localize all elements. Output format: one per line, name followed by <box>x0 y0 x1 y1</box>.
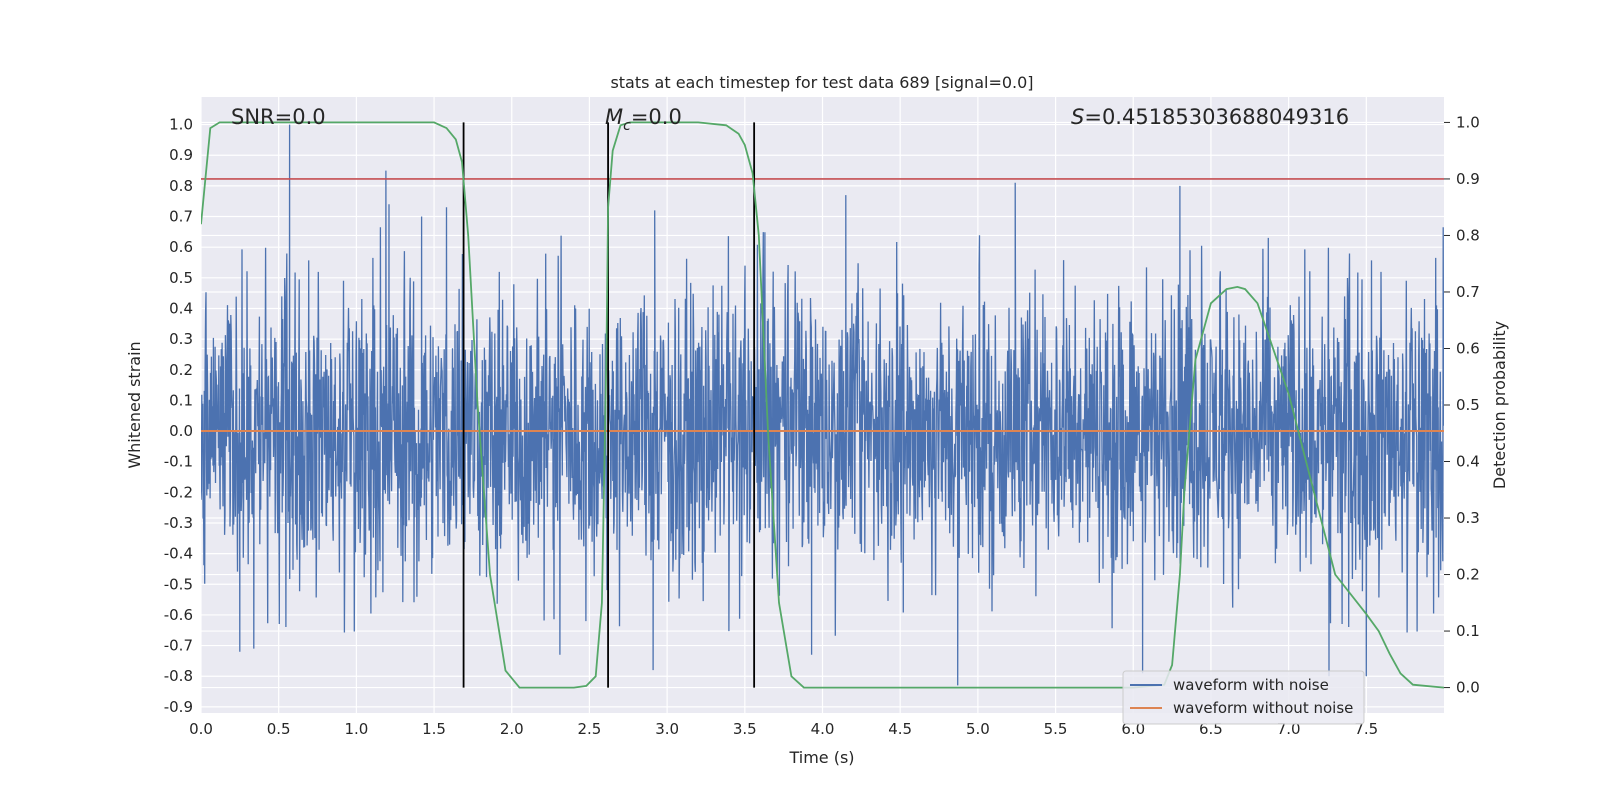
y-tick-label: 0.9 <box>169 146 193 164</box>
y2-tick-label: 0.9 <box>1456 170 1480 188</box>
chirp-mass-annotation: Mc=0.0 <box>605 105 682 134</box>
y-tick-label: -0.4 <box>164 545 193 563</box>
x-tick-label: 2.0 <box>500 720 524 738</box>
y-tick-label: -0.1 <box>164 453 193 471</box>
y-tick-label: 0.4 <box>169 299 193 317</box>
x-tick-label: 3.0 <box>655 720 679 738</box>
x-tick-label: 1.0 <box>344 720 368 738</box>
y2-tick-label: 0.2 <box>1456 566 1480 584</box>
x-tick-label: 1.5 <box>422 720 446 738</box>
y-tick-label: 0.2 <box>169 361 193 379</box>
y2-tick-label: 0.8 <box>1456 226 1480 244</box>
x-tick-label: 3.5 <box>733 720 757 738</box>
y-tick-label: 0.3 <box>169 330 193 348</box>
x-axis-ticks: 0.0 0.5 1.0 1.5 2.0 2.5 3.0 3.5 4.0 4.5 5.0 5.5 6.0 6… <box>189 720 1378 738</box>
y2-tick-label: 0.6 <box>1456 339 1480 357</box>
y2-tick-label: 0.7 <box>1456 283 1480 301</box>
y-tick-label: -0.5 <box>164 575 193 593</box>
x-tick-label: 2.5 <box>578 720 602 738</box>
y-tick-label: 0.0 <box>169 422 193 440</box>
y-tick-label: -0.3 <box>164 514 193 532</box>
y-tick-label: 0.7 <box>169 208 193 226</box>
legend: waveform with noise waveform without noi… <box>1122 670 1365 725</box>
y2-tick-label: 1.0 <box>1456 113 1480 131</box>
y2-tick-label: 0.0 <box>1456 679 1480 697</box>
y-tick-label: -0.9 <box>164 698 193 716</box>
y-tick-label: -0.7 <box>164 637 193 655</box>
legend-label-noise: waveform with noise <box>1173 676 1329 694</box>
y-tick-label: -0.2 <box>164 483 193 501</box>
legend-box <box>1122 670 1365 725</box>
x-tick-label: 5.0 <box>966 720 990 738</box>
y-tick-label: -0.8 <box>164 667 193 685</box>
legend-label-clean: waveform without noise <box>1173 699 1353 717</box>
y-tick-label: 0.8 <box>169 177 193 195</box>
x-tick-label: 0.5 <box>267 720 291 738</box>
y2-axis-ticks: 1.0 0.9 0.8 0.7 0.6 0.5 0.4 0.3 0.2 0.1 0.0 <box>1444 113 1480 697</box>
y2-tick-label: 0.4 <box>1456 453 1480 471</box>
x-tick-label: 4.5 <box>888 720 912 738</box>
y-tick-label: 0.1 <box>169 391 193 409</box>
plot-area <box>201 121 1444 689</box>
y-tick-label: 0.5 <box>169 269 193 287</box>
y-tick-label: -0.6 <box>164 606 193 624</box>
x-tick-label: 0.0 <box>189 720 213 738</box>
y-tick-label: 1.0 <box>169 116 193 134</box>
y-axis-label: Whitened strain <box>125 341 144 468</box>
x-axis-label: Time (s) <box>788 748 854 767</box>
y-axis-ticks: 1.0 0.9 0.8 0.7 0.6 0.5 0.4 0.3 0.2 0.1 0.0 -0.1 -0.… <box>164 116 193 716</box>
snr-annotation: SNR=0.0 <box>231 105 326 129</box>
y2-axis-label: Detection probability <box>1490 321 1509 489</box>
y2-tick-label: 0.3 <box>1456 509 1480 527</box>
y-tick-label: 0.6 <box>169 238 193 256</box>
y2-tick-label: 0.5 <box>1456 396 1480 414</box>
y2-tick-label: 0.1 <box>1456 622 1480 640</box>
detection-probability-line <box>201 121 1444 689</box>
x-tick-label: 5.5 <box>1044 720 1068 738</box>
score-annotation: S=0.45185303688049316 <box>1071 105 1349 129</box>
x-tick-label: 4.0 <box>811 720 835 738</box>
chart-title: stats at each timestep for test data 689… <box>610 73 1033 92</box>
